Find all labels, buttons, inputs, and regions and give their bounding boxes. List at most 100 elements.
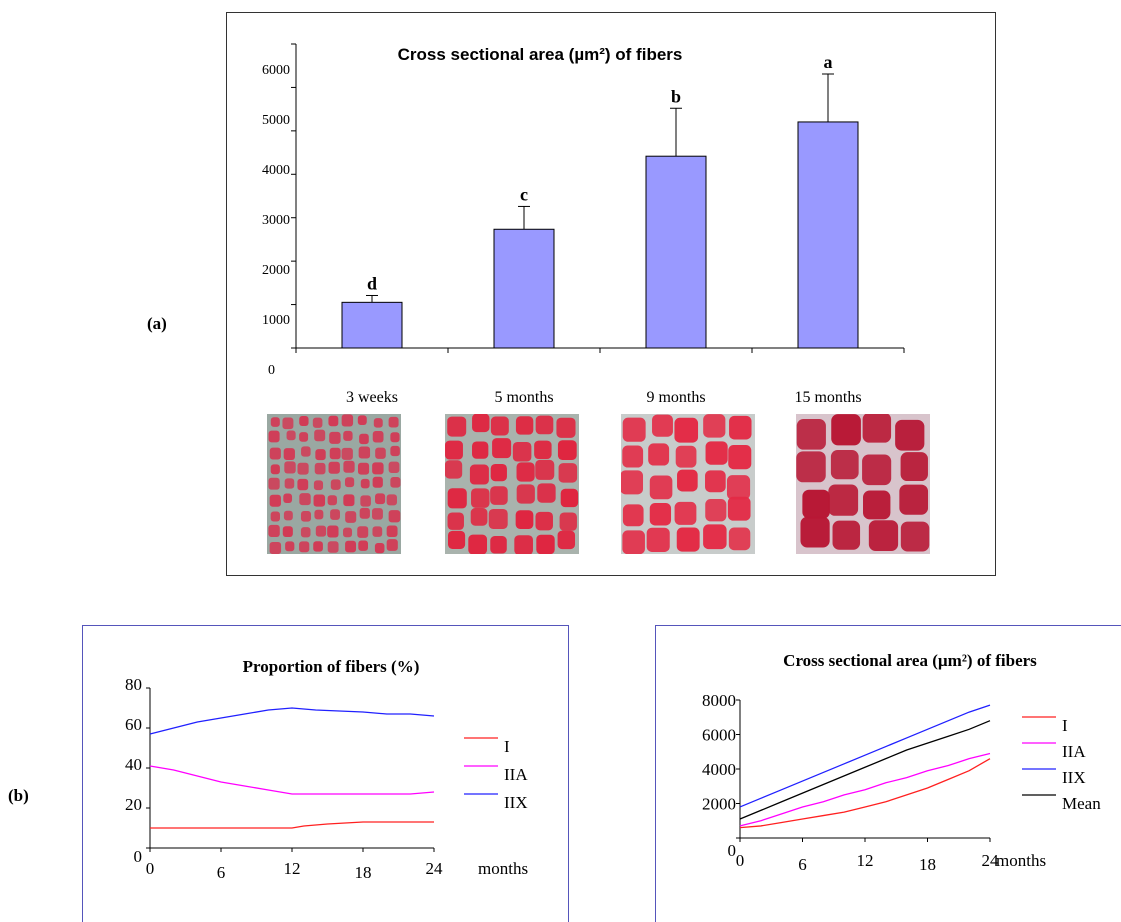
- line-y-tick-label: 0: [728, 841, 737, 860]
- muscle-fiber-cell: [327, 495, 337, 506]
- muscle-fiber-cell: [557, 530, 576, 550]
- muscle-fiber-cell: [268, 477, 280, 490]
- muscle-fiber-cell: [862, 412, 892, 443]
- micrograph-background: [445, 414, 579, 554]
- muscle-fiber-cell: [313, 541, 323, 552]
- line-chart-title: Proportion of fibers (%): [243, 657, 420, 676]
- line-x-axis-label: months: [996, 851, 1046, 870]
- panel-a-label: (a): [147, 314, 167, 333]
- muscle-fiber-cell: [536, 534, 555, 555]
- muscle-fiber-cell: [269, 447, 281, 460]
- line-y-tick-label: 6000: [702, 726, 736, 745]
- micrograph-9-months: [620, 414, 755, 555]
- muscle-fiber-cell: [895, 419, 925, 451]
- muscle-fiber-cell: [490, 463, 507, 482]
- muscle-fiber-cell: [299, 541, 310, 553]
- muscle-fiber-cell: [703, 524, 727, 550]
- muscle-fiber-cell: [297, 478, 309, 491]
- muscle-fiber-cell: [359, 433, 369, 445]
- muscle-fiber-cell: [286, 430, 296, 441]
- muscle-fiber-cell: [386, 525, 398, 538]
- muscle-fiber-cell: [360, 478, 370, 489]
- muscle-fiber-cell: [314, 462, 326, 475]
- line-y-tick-label: 2000: [702, 795, 736, 814]
- line-y-tick-label: 4000: [702, 760, 736, 779]
- muscle-fiber-cell: [705, 470, 726, 493]
- muscle-fiber-cell: [676, 527, 700, 552]
- muscle-fiber-cell: [471, 488, 490, 508]
- muscle-fiber-cell: [622, 504, 644, 527]
- muscle-fiber-cell: [360, 495, 371, 507]
- muscle-fiber-cell: [388, 416, 399, 428]
- bar-5-months: [493, 228, 555, 349]
- muscle-fiber-cell: [343, 494, 355, 507]
- panel-b-right-frame: [655, 625, 1121, 922]
- muscle-fiber-cell: [372, 526, 383, 537]
- bar-9-months: [645, 155, 707, 349]
- muscle-fiber-cell: [282, 417, 294, 430]
- muscle-fiber-cell: [270, 417, 280, 427]
- muscle-fiber-cell: [372, 462, 384, 475]
- panel-a-frame: [226, 12, 996, 576]
- muscle-fiber-cell: [863, 490, 891, 520]
- muscle-fiber-cell: [270, 511, 280, 522]
- muscle-fiber-cell: [283, 493, 293, 503]
- muscle-fiber-cell: [386, 494, 397, 506]
- muscle-fiber-cell: [358, 446, 371, 459]
- line-y-tick-label: 40: [125, 755, 142, 774]
- muscle-fiber-cell: [330, 509, 340, 520]
- muscle-fiber-cell: [357, 526, 369, 538]
- muscle-fiber-cell: [802, 489, 830, 519]
- muscle-fiber-cell: [862, 454, 892, 486]
- series-line-IIA: [149, 765, 435, 795]
- muscle-fiber-cell: [343, 430, 353, 441]
- muscle-fiber-cell: [390, 432, 400, 443]
- line-y-tick-label: 80: [125, 675, 142, 694]
- bar-y-tick-label: 2000: [262, 263, 290, 278]
- muscle-fiber-cell: [300, 527, 311, 538]
- muscle-fiber-cell: [373, 418, 383, 428]
- muscle-fiber-cell: [299, 493, 311, 506]
- muscle-fiber-cell: [388, 510, 401, 523]
- micrograph-5-months-image: [444, 413, 579, 555]
- bar-y-tick-label: 5000: [262, 113, 290, 128]
- muscle-fiber-cell: [470, 508, 488, 526]
- line-y-tick-label: 8000: [702, 691, 736, 710]
- bar-significance-label: a: [824, 52, 833, 72]
- series-line-IIX: [739, 704, 991, 808]
- micrograph-5-months: [444, 413, 579, 555]
- micrograph-15-months: [796, 412, 930, 554]
- muscle-fiber-cell: [357, 415, 367, 425]
- muscle-fiber-cell: [675, 445, 697, 468]
- bar-y-tick-label: 4000: [262, 163, 290, 178]
- muscle-fiber-cell: [728, 527, 751, 551]
- muscle-fiber-cell: [329, 447, 341, 460]
- legend-label-IIX: IIX: [504, 793, 528, 812]
- line-x-axis-label: months: [478, 859, 528, 878]
- muscle-fiber-cell: [648, 443, 670, 466]
- muscle-fiber-cell: [512, 441, 532, 462]
- muscle-fiber-cell: [345, 511, 357, 523]
- line-chart-title: Cross sectional area (µm²) of fibers: [783, 651, 1037, 670]
- muscle-fiber-cell: [828, 484, 859, 516]
- muscle-fiber-cell: [299, 416, 309, 427]
- muscle-fiber-cell: [705, 499, 727, 522]
- series-line-I: [150, 821, 434, 829]
- muscle-fiber-cell: [301, 446, 311, 457]
- muscle-fiber-cell: [359, 507, 370, 519]
- muscle-fiber-cell: [390, 445, 400, 457]
- muscle-fiber-cell: [299, 432, 309, 442]
- muscle-fiber-cell: [268, 524, 280, 537]
- muscle-fiber-cell: [314, 429, 326, 442]
- micrograph-15-months-image: [796, 412, 930, 554]
- muscle-fiber-cell: [559, 512, 577, 531]
- line-x-tick-label: 12: [857, 851, 874, 870]
- muscle-fiber-cell: [514, 535, 533, 555]
- muscle-fiber-cell: [830, 450, 859, 480]
- line-x-tick-label: 18: [355, 863, 372, 882]
- muscle-fiber-cell: [388, 461, 400, 474]
- muscle-fiber-cell: [357, 462, 370, 475]
- line-x-tick-label: 24: [426, 859, 444, 878]
- muscle-fiber-cell: [343, 460, 355, 473]
- bar-significance-label: b: [671, 86, 681, 106]
